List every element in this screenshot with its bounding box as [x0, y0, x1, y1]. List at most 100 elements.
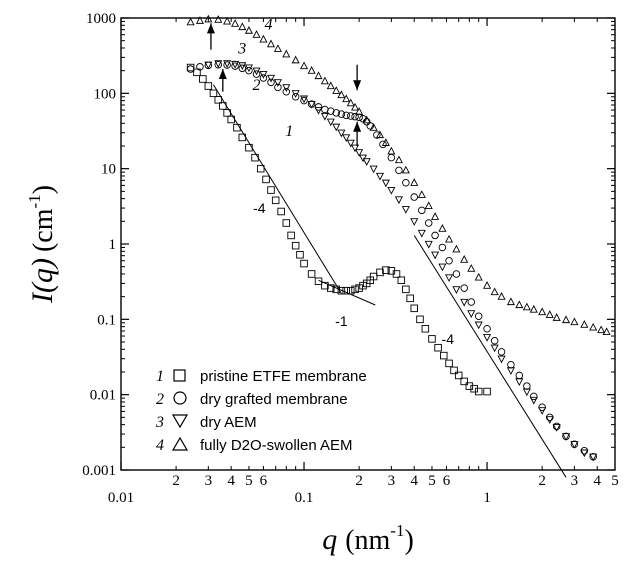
- legend-number-2: 2: [156, 391, 164, 408]
- y-axis-unit-exponent: -1: [25, 194, 44, 208]
- arrow-head-icon: [353, 80, 362, 91]
- triangle-up-marker: [483, 281, 492, 289]
- plot-frame: [120, 17, 616, 471]
- square-marker: [262, 175, 270, 184]
- x-tick-label: 1: [483, 490, 491, 506]
- triangle-up-marker: [467, 264, 476, 272]
- triangle-up-marker: [497, 292, 506, 300]
- triangle-down-marker: [273, 79, 282, 87]
- y-tick-label: 0.001: [82, 463, 116, 479]
- triangle-down-marker: [515, 378, 524, 386]
- x-minor-tick-label: 2: [538, 473, 546, 489]
- square-marker: [233, 123, 241, 132]
- square-marker: [483, 387, 491, 396]
- square-marker: [440, 351, 448, 360]
- square-marker: [214, 96, 223, 104]
- triangle-up-marker: [223, 16, 232, 25]
- triangle-up-marker: [417, 190, 426, 198]
- triangle-down-marker: [417, 229, 426, 238]
- triangle-down-marker: [381, 179, 390, 188]
- triangle-up-marker: [424, 201, 433, 210]
- circle-marker: [402, 179, 410, 187]
- legend-number-4: 4: [156, 437, 164, 454]
- circle-marker: [214, 60, 223, 69]
- triangle-up-marker: [238, 22, 247, 31]
- circle-marker: [497, 348, 506, 356]
- triangle-down-marker: [362, 158, 371, 166]
- x-minor-tick-label: 2: [355, 473, 363, 489]
- triangle-down-marker: [223, 60, 232, 68]
- circle-marker: [238, 64, 247, 73]
- square-marker: [474, 387, 483, 396]
- triangle-up-marker: [375, 130, 385, 139]
- circle-marker: [332, 109, 341, 117]
- square-marker: [296, 250, 304, 259]
- slope-label: -4: [253, 200, 266, 216]
- triangle-down-marker: [307, 100, 316, 109]
- circle-marker: [431, 231, 439, 240]
- square-marker: [300, 259, 308, 268]
- square-marker: [277, 207, 285, 216]
- circle-marker: [274, 83, 282, 92]
- slope-label: -1: [335, 313, 348, 329]
- x-minor-tick-label: 4: [227, 473, 235, 489]
- triangle-up-marker: [410, 178, 419, 186]
- legend-number-3: 3: [155, 414, 164, 431]
- square-marker: [245, 143, 253, 152]
- triangle-down-marker: [346, 139, 355, 148]
- triangle-down-marker: [424, 240, 433, 249]
- axis-ticks: [120, 17, 616, 471]
- triangle-up-marker: [401, 165, 410, 174]
- triangle-up-marker: [252, 30, 261, 38]
- triangle-down-marker: [561, 433, 571, 441]
- triangle-up-marker: [244, 26, 253, 34]
- triangle-up-marker: [445, 234, 454, 243]
- square-marker: [238, 133, 247, 142]
- triangle-up-marker: [259, 34, 268, 43]
- circle-marker: [379, 140, 387, 149]
- square-marker: [282, 219, 291, 227]
- triangle-up-marker: [490, 287, 499, 296]
- x-minor-tick-label: 3: [571, 473, 579, 489]
- triangle-up-marker: [381, 138, 390, 146]
- square-marker: [460, 377, 468, 386]
- circle-marker: [231, 62, 239, 70]
- square-marker: [327, 284, 335, 292]
- x-minor-tick-label: 3: [205, 473, 213, 489]
- y-tick-label: 1000: [86, 11, 116, 27]
- square-marker: [314, 277, 323, 286]
- circle-marker: [445, 256, 453, 265]
- triangle-down-marker: [244, 64, 253, 73]
- circle-marker: [467, 298, 476, 306]
- circle-marker: [460, 284, 468, 292]
- circle-marker: [252, 70, 261, 78]
- y-tick-label: 0.01: [90, 388, 116, 404]
- arrow-head-icon: [353, 121, 362, 132]
- x-minor-tick-label: 6: [260, 473, 268, 489]
- y-tick-label: 10: [101, 162, 116, 178]
- triangle-up-marker: [299, 61, 309, 70]
- triangle-down-marker: [460, 298, 469, 307]
- square-marker: [204, 82, 213, 90]
- square-marker: [397, 276, 406, 285]
- square-marker: [421, 324, 430, 333]
- y-axis-unit: (cm: [28, 208, 59, 252]
- triangle-down-marker: [252, 67, 261, 76]
- legend-label-2: dry grafted membrane: [200, 391, 348, 408]
- triangle-down-marker: [369, 165, 378, 174]
- square-marker: [369, 272, 378, 281]
- slope-guides: -4 -1 -4: [213, 84, 567, 478]
- circle-marker: [196, 63, 204, 71]
- square-marker: [351, 285, 359, 294]
- circle-marker: [580, 447, 589, 455]
- square-marker: [199, 75, 207, 83]
- x-minor-tick-label: 5: [611, 473, 619, 489]
- triangle-up-marker: [231, 19, 240, 27]
- square-marker: [291, 241, 300, 250]
- legend-label-3: dry AEM: [200, 414, 257, 431]
- curve-number-labels: 1 2 3 4: [237, 17, 293, 141]
- y-axis-unit-close: ): [28, 185, 59, 194]
- circle-marker: [267, 78, 275, 87]
- square-marker: [416, 315, 424, 324]
